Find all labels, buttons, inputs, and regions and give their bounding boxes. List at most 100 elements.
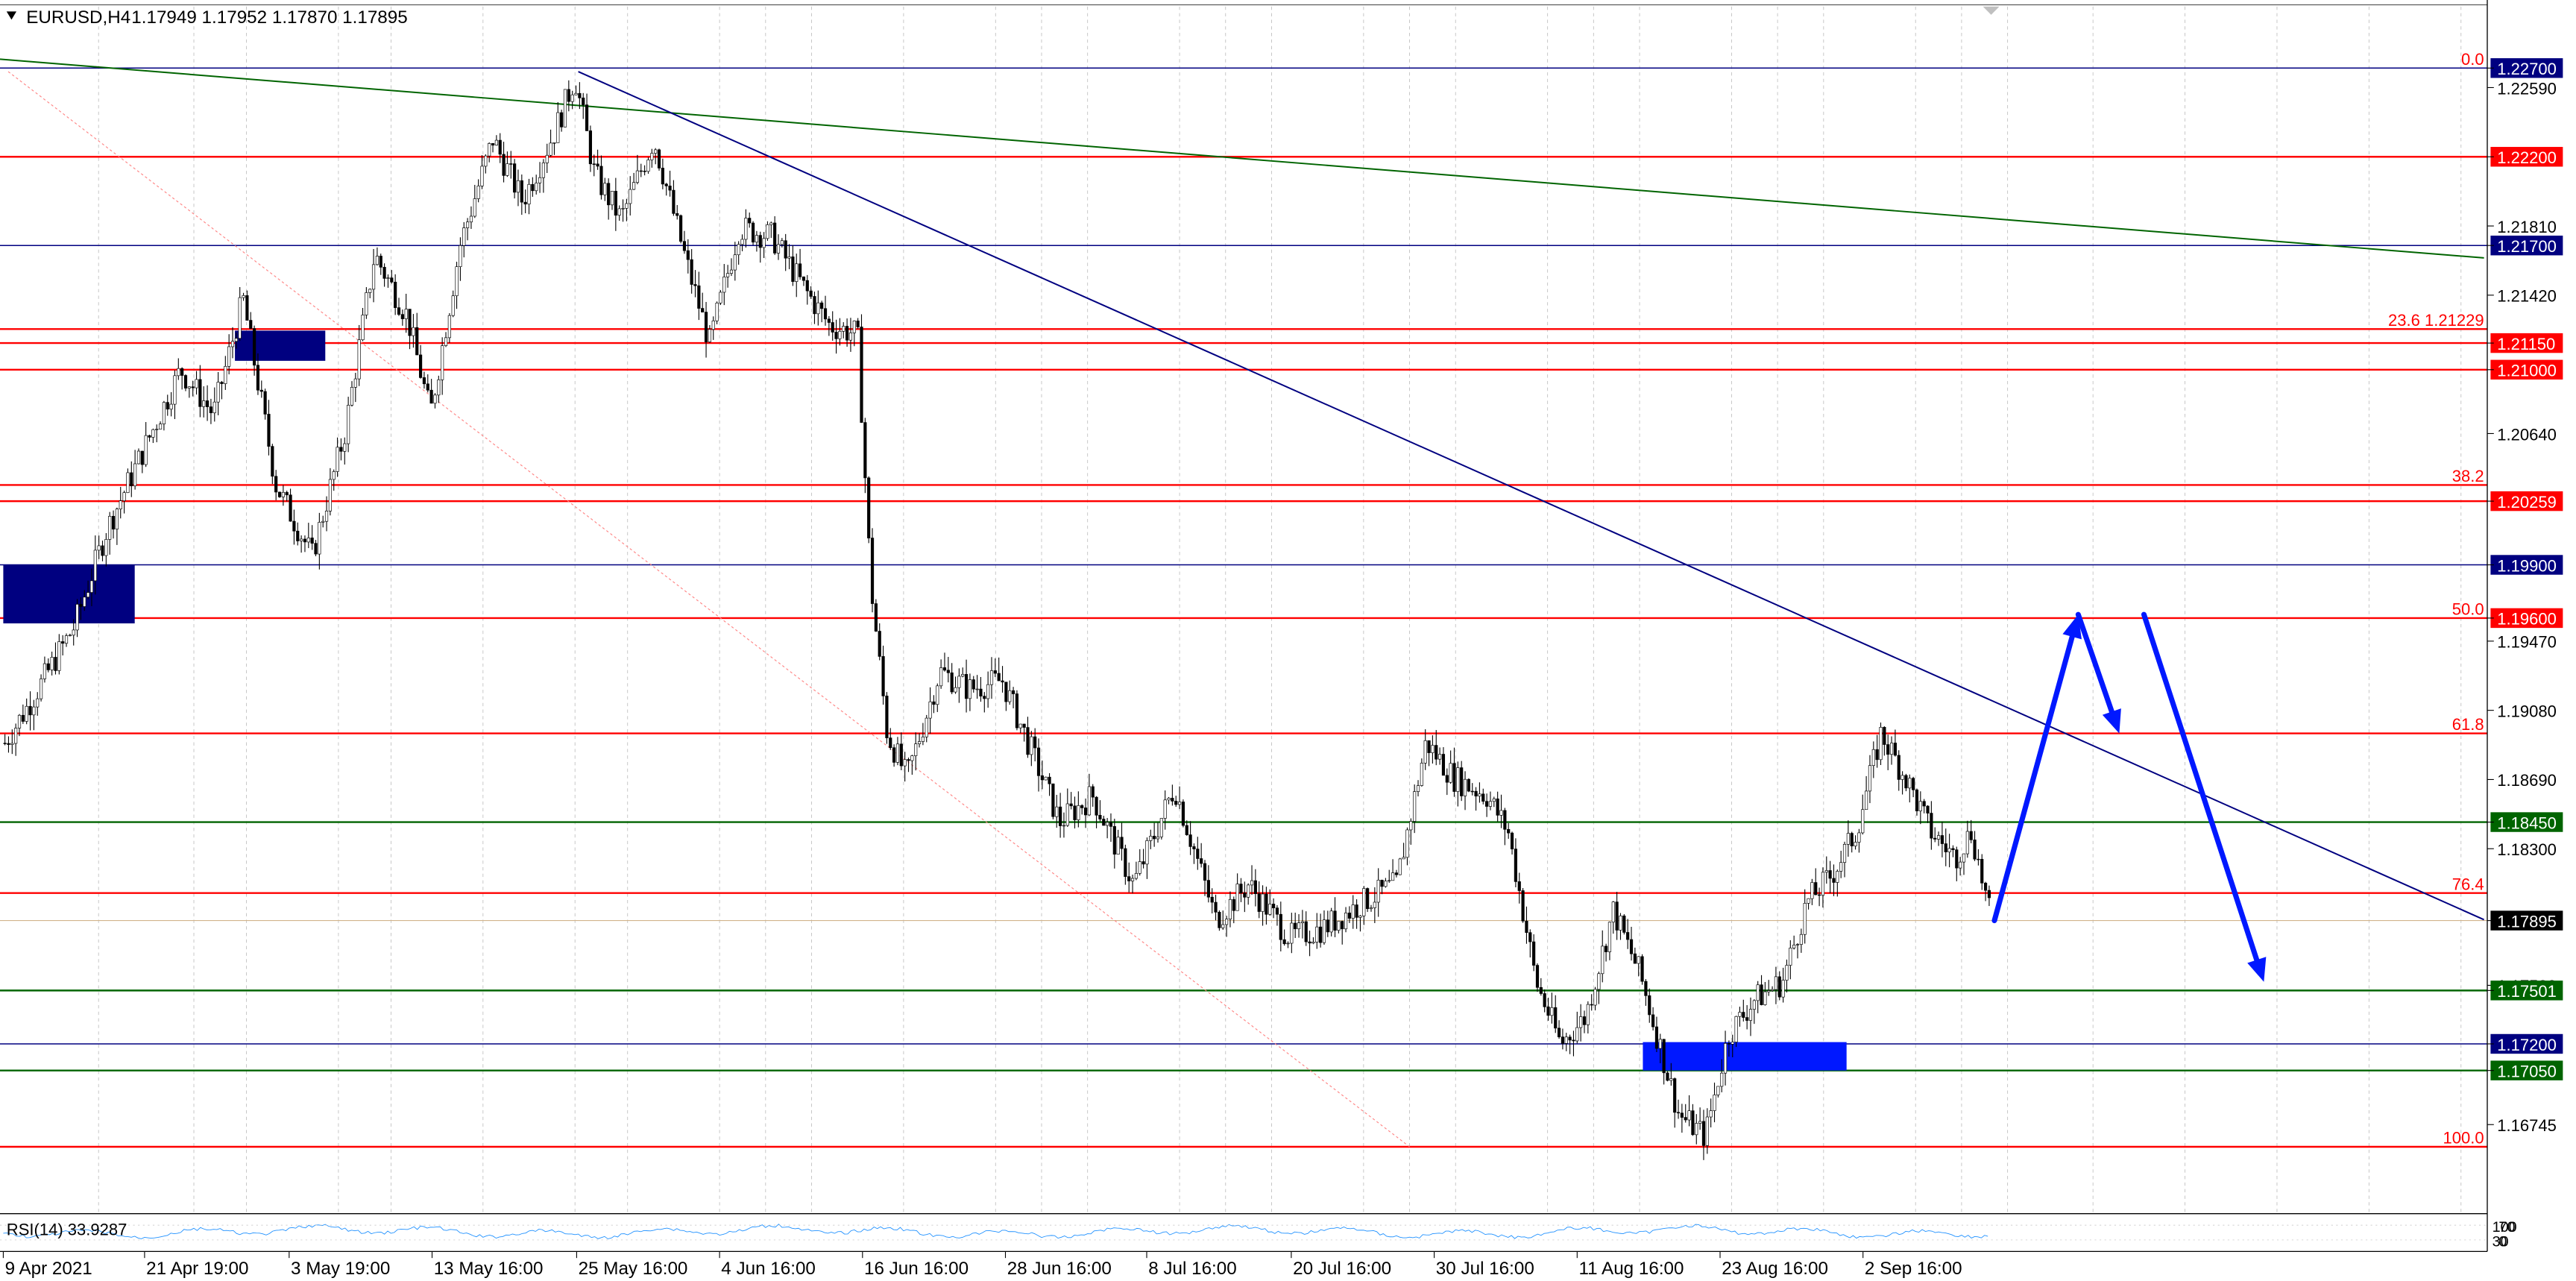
- demand-zone-early-april[interactable]: [3, 564, 135, 624]
- shift-marker-icon[interactable]: [1983, 6, 2000, 15]
- candle-body: [191, 386, 195, 388]
- candle-body: [1644, 981, 1648, 996]
- candle-body: [365, 292, 368, 315]
- candle-body: [1684, 1117, 1687, 1121]
- candle-body: [267, 414, 271, 447]
- candle-body: [1196, 849, 1200, 859]
- candle-body: [715, 303, 719, 321]
- candle-body: [1814, 882, 1818, 896]
- candle-body: [928, 701, 932, 719]
- candle-body: [1709, 1110, 1713, 1118]
- candle-body: [1701, 1121, 1706, 1146]
- candle-body: [1611, 901, 1615, 923]
- candle-body: [1308, 941, 1311, 944]
- forecast-arrow-down[interactable]: [2141, 611, 2267, 982]
- candle-body: [1044, 776, 1048, 781]
- candle-body: [1402, 857, 1405, 860]
- candle-body: [823, 308, 828, 320]
- candle-body: [552, 142, 556, 144]
- candle-body: [1528, 932, 1532, 942]
- forecast-arrow-up[interactable]: [1991, 614, 2082, 924]
- candle-body: [1564, 1036, 1568, 1044]
- fib-diagonal[interactable]: [7, 71, 1410, 1148]
- forecast-arrow-pullback[interactable]: [2075, 611, 2121, 734]
- candle-body: [766, 224, 769, 239]
- green-trendline[interactable]: [0, 58, 2484, 259]
- candle-body: [263, 391, 267, 415]
- price-tag-bg: [2490, 555, 2563, 575]
- candle-body: [878, 631, 881, 657]
- candle-body: [1253, 880, 1257, 894]
- candle-body: [946, 670, 950, 673]
- candle-body: [220, 382, 224, 384]
- candle-body: [842, 326, 845, 332]
- candle-body: [672, 189, 676, 214]
- candle-body: [867, 477, 871, 538]
- time-axis[interactable]: 9 Apr 2021 21 Apr 19:00 3 May 19:00 13 May …: [2, 1251, 1962, 1279]
- candle-body: [1973, 840, 1977, 860]
- candle-body: [993, 670, 997, 674]
- trendlines[interactable]: [0, 58, 2485, 1148]
- candle-body: [1337, 921, 1341, 931]
- horizontal-levels[interactable]: [0, 67, 2488, 1148]
- candle-body: [755, 235, 758, 243]
- candle-body: [433, 394, 437, 404]
- candle-body: [488, 143, 491, 157]
- candle-body: [57, 641, 61, 671]
- candle-body: [834, 332, 838, 339]
- chart-header[interactable]: EURUSD,H4 1.17949 1.17952 1.17870 1.1789…: [6, 6, 2000, 28]
- forecast-arrows[interactable]: [1991, 611, 2267, 982]
- candle-body: [704, 312, 708, 342]
- candle-body: [1669, 1078, 1673, 1081]
- price-tag-bg: [2490, 1060, 2563, 1080]
- candle-body: [1344, 913, 1348, 930]
- candle-body: [1521, 890, 1525, 922]
- candle-body: [1930, 813, 1933, 839]
- candle-body: [1955, 849, 1959, 869]
- candle-body: [621, 208, 625, 210]
- candle-body: [21, 714, 25, 722]
- candle-body: [560, 112, 564, 128]
- fib-label: 50.0: [2452, 600, 2484, 619]
- candle-body: [954, 687, 957, 693]
- blue-trendline[interactable]: [578, 71, 2485, 921]
- candle-body: [852, 321, 856, 333]
- candle-body: [1503, 810, 1507, 830]
- candle-body: [1789, 948, 1792, 966]
- candle-body: [400, 314, 404, 319]
- rsi-panel[interactable]: RSI(14) 33.9287 100 70 30 0: [0, 1219, 2517, 1250]
- candle-body: [1499, 810, 1503, 816]
- demand-zone-august[interactable]: [1643, 1042, 1847, 1071]
- candle-body: [1846, 833, 1850, 845]
- candle-body: [1235, 884, 1239, 911]
- candle-body: [588, 130, 593, 165]
- candle-body: [1951, 848, 1955, 851]
- candle-body: [158, 424, 163, 429]
- candle-body: [1716, 1086, 1720, 1095]
- candle-body: [336, 447, 339, 472]
- candle-body: [1232, 898, 1235, 911]
- candle-body: [97, 545, 101, 551]
- candle-body: [415, 327, 419, 356]
- candle-body: [1492, 799, 1496, 802]
- candle-body: [1546, 1006, 1550, 1016]
- candle-body: [939, 667, 943, 687]
- supply-zone-april[interactable]: [235, 330, 326, 361]
- candle-body: [780, 240, 784, 245]
- candle-body: [1871, 749, 1875, 767]
- candle-body: [119, 500, 122, 510]
- candle-body: [379, 256, 382, 268]
- candle-body: [874, 603, 878, 632]
- candle-body: [813, 296, 816, 315]
- triangle-down-icon[interactable]: [6, 11, 17, 20]
- candle-body: [1391, 872, 1395, 881]
- candle-body: [729, 269, 734, 274]
- zones[interactable]: [3, 330, 1847, 1071]
- time-label: 20 Jul 16:00: [1293, 1259, 1391, 1279]
- candle-body: [787, 256, 791, 259]
- candle-body: [1742, 1012, 1745, 1018]
- candle-body: [281, 491, 285, 497]
- candle-body: [1376, 880, 1380, 903]
- candle-body: [1098, 814, 1102, 819]
